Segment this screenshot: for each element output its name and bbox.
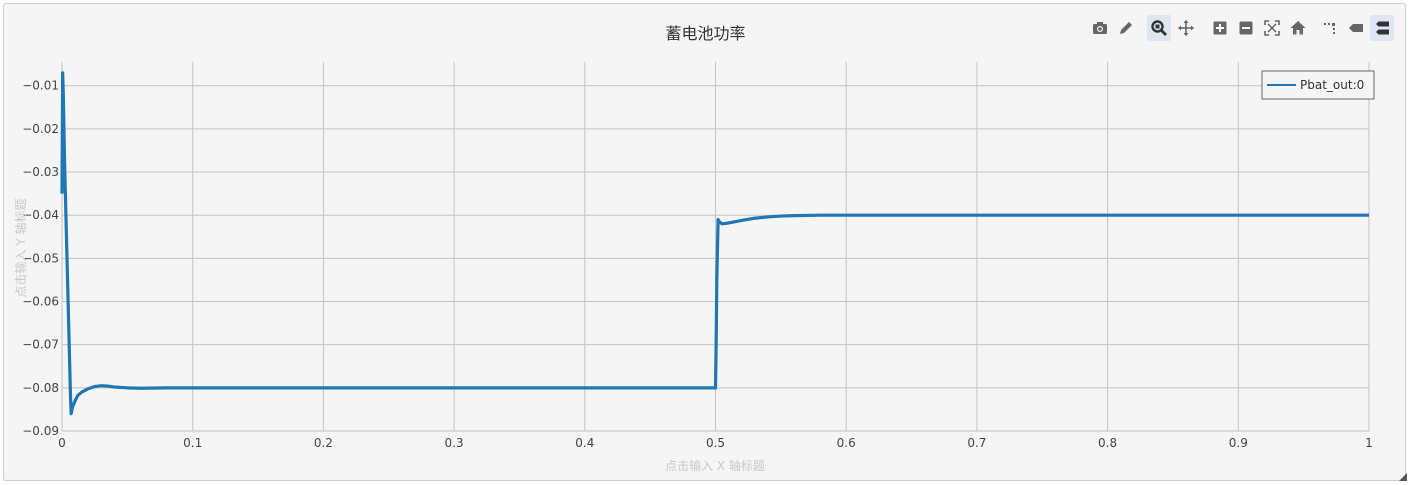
chart-title: 蓄电池功率 [665, 24, 746, 43]
grid-lines [61, 62, 1370, 432]
x-tick-label: 0 [58, 436, 66, 450]
x-tick-label: 0.4 [575, 436, 594, 450]
y-tick-label: −0.09 [22, 424, 59, 438]
y-tick-label: −0.02 [22, 122, 59, 136]
x-axis: 0 0.1 0.2 0.3 0.4 0.5 0.6 0.7 0.8 0.9 1 [58, 436, 1373, 450]
x-tick-label: 0.2 [314, 436, 333, 450]
plot-area[interactable] [60, 71, 1369, 416]
hover-compare-icon[interactable] [1370, 15, 1394, 41]
x-tick-label: 0.8 [1098, 436, 1117, 450]
x-tick-label: 0.3 [445, 436, 464, 450]
camera-icon[interactable] [1088, 15, 1112, 41]
autoscale-icon[interactable] [1260, 15, 1284, 41]
y-tick-label: −0.04 [22, 208, 59, 222]
x-tick-label: 0.1 [183, 436, 202, 450]
y-tick-label: −0.06 [22, 295, 59, 309]
spike-lines-icon[interactable] [1318, 15, 1342, 41]
x-tick-label: 0.7 [967, 436, 986, 450]
x-tick-label: 0.9 [1229, 436, 1248, 450]
legend-label: Pbat_out:0 [1300, 78, 1364, 92]
chart-panel [3, 3, 1406, 481]
zoom-in-icon[interactable] [1208, 15, 1232, 41]
legend[interactable]: Pbat_out:0 [1261, 70, 1375, 100]
y-tick-label: −0.03 [22, 165, 59, 179]
pan-icon[interactable] [1174, 15, 1198, 41]
home-icon[interactable] [1286, 15, 1310, 41]
x-tick-label: 0.5 [706, 436, 725, 450]
series-line[interactable] [60, 71, 1369, 416]
y-tick-label: −0.01 [22, 79, 59, 93]
y-axis: −0.01 −0.02 −0.03 −0.04 −0.05 −0.06 −0.07 −0.08… [22, 79, 59, 438]
zoom-icon[interactable] [1147, 15, 1171, 41]
y-axis-title[interactable]: 点击输入 Y 轴标题 [13, 199, 28, 298]
resize-handle-icon[interactable] [1399, 473, 1407, 481]
x-axis-title[interactable]: 点击输入 X 轴标题 [665, 458, 765, 473]
x-tick-label: 1 [1365, 436, 1373, 450]
y-tick-label: −0.05 [22, 251, 59, 265]
y-tick-label: −0.08 [22, 381, 59, 395]
x-tick-label: 0.6 [837, 436, 856, 450]
y-tick-label: −0.07 [22, 338, 59, 352]
pencil-icon[interactable] [1114, 15, 1138, 41]
hover-closest-icon[interactable] [1344, 15, 1368, 41]
zoom-out-icon[interactable] [1234, 15, 1258, 41]
